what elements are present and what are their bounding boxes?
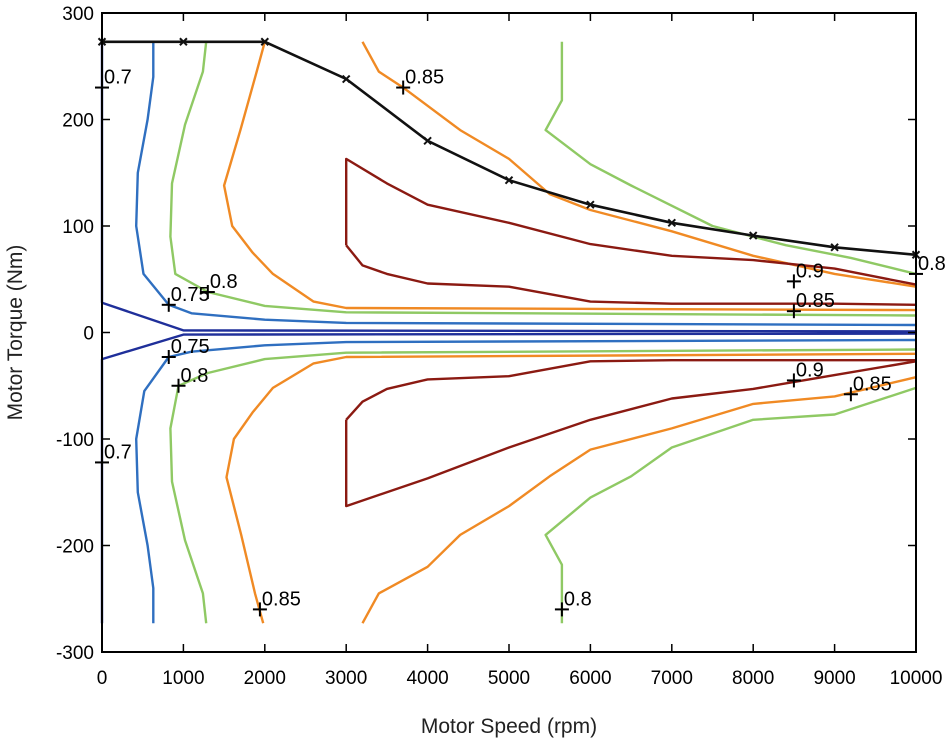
contour-line-0-7-3 — [101, 332, 917, 361]
x-tick-label: 8000 — [732, 668, 774, 689]
contour-label-marker — [161, 297, 176, 312]
x-tick-label: 0 — [97, 668, 108, 689]
contour-label-marker — [786, 274, 801, 289]
contour-label: 0.8 — [918, 253, 946, 275]
envelope-point — [667, 218, 677, 228]
y-axis-title: Motor Torque (Nm) — [4, 245, 27, 421]
x-tick-label: 9000 — [813, 668, 855, 689]
contour-label: 0.85 — [405, 67, 444, 89]
contour-label-marker — [396, 80, 411, 95]
contour-label: 0.8 — [181, 365, 209, 387]
contour-label: 0.85 — [853, 373, 892, 395]
contour-label-marker — [843, 387, 858, 402]
x-tick-label: 1000 — [162, 668, 204, 689]
contour-line-0-9-14 — [345, 157, 917, 286]
contour-label: 0.75 — [171, 284, 210, 306]
contour-line-0-8-8 — [544, 41, 917, 276]
contour-line-0-85-13 — [361, 376, 917, 624]
contour-label: 0.85 — [796, 290, 835, 312]
plot-background — [102, 13, 916, 652]
x-tick-label: 5000 — [488, 668, 530, 689]
contour-line-0-85-11 — [225, 352, 917, 624]
contour-label: 0.75 — [171, 336, 210, 358]
plot-area — [102, 13, 916, 652]
y-tick-label: -300 — [56, 643, 94, 664]
x-axis-title: Motor Speed (rpm) — [421, 715, 597, 738]
x-tick-label: 3000 — [325, 668, 367, 689]
x-tick-label: 4000 — [406, 668, 448, 689]
contour-label-marker — [200, 285, 215, 300]
y-tick-label: -200 — [56, 537, 94, 558]
x-tick-label: 6000 — [569, 668, 611, 689]
y-tick-label: 200 — [62, 111, 94, 132]
contour-label-marker — [786, 304, 801, 319]
contour-label: 0.8 — [564, 588, 592, 610]
contour-label: 0.9 — [796, 359, 824, 381]
envelope-point — [260, 37, 270, 46]
envelope-point — [830, 243, 839, 252]
envelope-point — [341, 74, 351, 84]
contour-label-markers: 0.70.70.750.750.80.80.80.80.850.850.850.… — [95, 67, 946, 617]
contour-label: 0.8 — [210, 271, 238, 293]
contour-label-marker — [252, 602, 267, 617]
contour-line-0-85-10 — [222, 41, 917, 312]
contour-line-0-75-5 — [134, 338, 917, 624]
axes: 0 1000 2000 3000 4000 5000 6000 7000 8000 9000 100… — [56, 4, 942, 689]
envelope-point — [423, 136, 432, 146]
contour-line-0-8-7 — [169, 348, 917, 624]
envelope-point — [179, 37, 188, 46]
contour-line-0-8-6 — [169, 41, 917, 317]
x-tick-label: 7000 — [651, 668, 693, 689]
contour-label: 0.85 — [262, 588, 301, 610]
contour-line-0-8-9 — [544, 386, 917, 624]
contour-line-0-9-16 — [345, 360, 917, 508]
x-tick-label: 10000 — [890, 668, 943, 689]
x-tick-label: 2000 — [244, 668, 286, 689]
y-tick-label: 300 — [62, 4, 94, 25]
max-torque-envelope-group — [97, 37, 921, 259]
contour-label-marker — [161, 349, 176, 364]
contour-line-0-7-2 — [101, 301, 917, 333]
contour-label: 0.7 — [104, 441, 132, 463]
contour-label-marker — [786, 373, 801, 388]
envelope-point — [586, 200, 595, 209]
contour-label-marker — [171, 378, 186, 393]
envelope-point — [748, 231, 758, 240]
envelope-point — [504, 175, 514, 185]
contour-label: 0.9 — [796, 260, 824, 282]
y-tick-label: 100 — [62, 217, 94, 238]
contour-label: 0.7 — [104, 67, 132, 89]
contour-line-0-9-15 — [345, 244, 917, 306]
y-tick-label: -100 — [56, 430, 94, 451]
contour-line-0-9-17 — [345, 359, 916, 421]
contour-series-group — [100, 41, 917, 624]
contour-label-marker — [554, 602, 569, 617]
contour-line-0-75-4 — [134, 41, 917, 327]
y-tick-label: 0 — [83, 324, 94, 345]
